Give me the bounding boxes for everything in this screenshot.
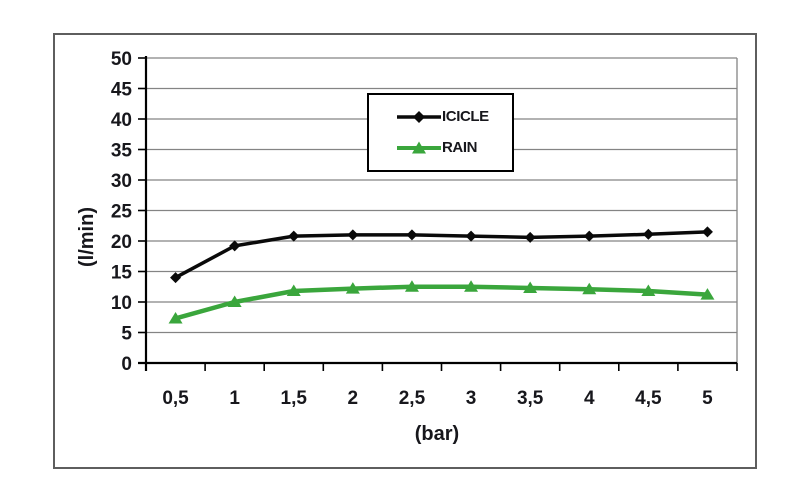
x-axis-title: (bar) bbox=[414, 423, 460, 445]
icicle-diamond-marker bbox=[524, 231, 536, 243]
y-tick-label: 30 bbox=[111, 171, 132, 192]
icicle-diamond-marker bbox=[642, 228, 654, 240]
icicle-diamond-marker bbox=[170, 272, 182, 284]
icicle-line-marker-icon bbox=[397, 109, 441, 125]
x-tick-label: 2,5 bbox=[399, 388, 426, 409]
icicle-diamond-marker bbox=[406, 229, 418, 241]
rain-triangle-marker bbox=[700, 288, 715, 300]
icicle-diamond-marker bbox=[347, 229, 359, 241]
x-tick-label: 5 bbox=[702, 388, 713, 409]
legend-entry-rain: RAIN bbox=[397, 140, 512, 156]
rain-triangle-marker bbox=[582, 282, 597, 295]
y-tick-label: 50 bbox=[111, 49, 132, 70]
legend-label-icicle: ICICLE bbox=[442, 107, 489, 125]
icicle-diamond-marker bbox=[465, 230, 477, 242]
y-tick-label: 25 bbox=[111, 202, 133, 223]
rain-triangle-marker bbox=[345, 282, 360, 294]
x-tick-label: 4 bbox=[584, 388, 595, 409]
icicle-diamond-marker bbox=[288, 230, 300, 242]
series-line-rain bbox=[174, 284, 708, 321]
icicle-diamond-marker bbox=[229, 240, 241, 252]
y-tick-label: 40 bbox=[111, 110, 132, 131]
x-tick-label: 3 bbox=[466, 388, 477, 409]
rain-triangle-marker bbox=[404, 280, 419, 292]
rain-triangle-marker bbox=[168, 311, 183, 324]
legend: ICICLE RAIN bbox=[367, 93, 514, 172]
legend-entry-icicle: ICICLE bbox=[397, 109, 512, 125]
y-tick-label: 45 bbox=[111, 80, 133, 101]
rain-triangle-marker bbox=[227, 295, 242, 307]
rain-line-marker-icon bbox=[397, 140, 441, 156]
rain-triangle-marker bbox=[641, 284, 656, 297]
x-tick-label: 0,5 bbox=[162, 388, 189, 409]
icicle-diamond-marker bbox=[701, 226, 713, 238]
y-axis-title: (l/min) bbox=[76, 207, 98, 267]
y-tick-label: 20 bbox=[111, 232, 132, 253]
icicle-diamond-marker bbox=[583, 230, 595, 242]
rain-triangle-marker bbox=[286, 284, 301, 297]
x-tick-label: 4,5 bbox=[635, 388, 662, 409]
x-tick-label: 1 bbox=[229, 388, 240, 409]
x-tick-label: 2 bbox=[348, 388, 359, 409]
y-tick-label: 0 bbox=[121, 354, 132, 375]
legend-label-rain: RAIN bbox=[442, 139, 478, 157]
series-line-icicle bbox=[174, 230, 708, 280]
rain-triangle-marker bbox=[523, 281, 538, 293]
y-tick-label: 10 bbox=[111, 293, 132, 314]
y-tick-label: 15 bbox=[111, 263, 133, 284]
y-tick-label: 5 bbox=[121, 324, 132, 345]
rain-triangle-marker bbox=[464, 280, 479, 292]
y-tick-label: 35 bbox=[111, 141, 133, 162]
x-tick-label: 1,5 bbox=[281, 388, 308, 409]
x-tick-label: 3,5 bbox=[517, 388, 544, 409]
